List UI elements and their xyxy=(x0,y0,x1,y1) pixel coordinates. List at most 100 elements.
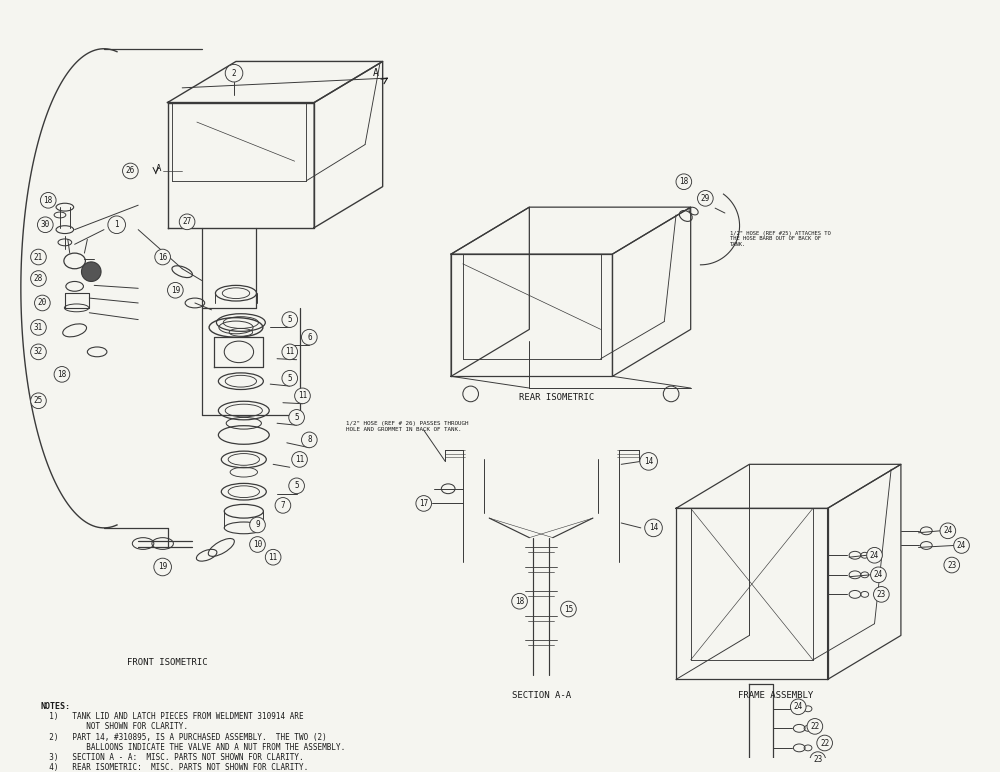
Circle shape xyxy=(123,163,138,179)
Text: NOT SHOWN FOR CLARITY.: NOT SHOWN FOR CLARITY. xyxy=(40,723,188,731)
Text: 18: 18 xyxy=(515,597,524,606)
Text: 11: 11 xyxy=(295,455,304,464)
Circle shape xyxy=(179,214,195,229)
Text: 17: 17 xyxy=(419,499,428,508)
Circle shape xyxy=(31,271,46,286)
Text: 18: 18 xyxy=(57,370,67,379)
Text: 11: 11 xyxy=(298,391,307,401)
Circle shape xyxy=(817,735,832,751)
Circle shape xyxy=(40,192,56,208)
Text: 24: 24 xyxy=(794,703,803,711)
Text: FRONT ISOMETRIC: FRONT ISOMETRIC xyxy=(127,659,208,667)
Circle shape xyxy=(282,312,298,327)
Text: 23: 23 xyxy=(813,755,822,764)
Text: 4)   REAR ISOMETRIC:  MISC. PARTS NOT SHOWN FOR CLARITY.: 4) REAR ISOMETRIC: MISC. PARTS NOT SHOWN… xyxy=(40,764,309,772)
Circle shape xyxy=(874,587,889,602)
Text: 22: 22 xyxy=(810,722,819,731)
Text: 20: 20 xyxy=(38,299,47,307)
Text: 30: 30 xyxy=(41,220,50,229)
Text: A: A xyxy=(156,164,161,172)
Circle shape xyxy=(265,550,281,565)
Circle shape xyxy=(282,371,298,386)
Circle shape xyxy=(645,519,662,537)
Circle shape xyxy=(867,547,882,563)
Text: 23: 23 xyxy=(947,560,956,570)
Circle shape xyxy=(54,367,70,382)
Circle shape xyxy=(416,496,432,511)
Circle shape xyxy=(512,594,527,609)
Text: 9: 9 xyxy=(255,520,260,530)
Text: 22: 22 xyxy=(820,739,829,747)
Text: 2)   PART 14, #310895, IS A PURCHASED ASSEMBLY.  THE TWO (2): 2) PART 14, #310895, IS A PURCHASED ASSE… xyxy=(40,733,327,742)
Text: 24: 24 xyxy=(943,527,952,535)
Text: FRAME ASSEMBLY: FRAME ASSEMBLY xyxy=(738,691,813,699)
Text: 1/2" HOSE (REF #25) ATTACHES TO
THE HOSE BARB OUT OF BACK OF
TANK.: 1/2" HOSE (REF #25) ATTACHES TO THE HOSE… xyxy=(730,231,831,247)
Circle shape xyxy=(155,249,170,265)
Text: 5: 5 xyxy=(294,481,299,490)
Text: 18: 18 xyxy=(679,178,688,186)
Circle shape xyxy=(275,498,291,513)
Circle shape xyxy=(790,699,806,715)
Text: 10: 10 xyxy=(253,540,262,549)
Circle shape xyxy=(108,216,125,234)
Circle shape xyxy=(295,388,310,404)
Circle shape xyxy=(954,537,969,554)
Text: 29: 29 xyxy=(701,194,710,203)
Circle shape xyxy=(940,523,956,539)
Text: 25: 25 xyxy=(34,396,43,405)
Circle shape xyxy=(944,557,960,573)
Text: 16: 16 xyxy=(158,252,167,262)
Circle shape xyxy=(168,283,183,298)
Circle shape xyxy=(640,452,657,470)
Circle shape xyxy=(282,344,298,360)
Text: 5: 5 xyxy=(287,315,292,324)
Text: 28: 28 xyxy=(34,274,43,283)
Text: 15: 15 xyxy=(564,604,573,614)
Circle shape xyxy=(807,719,823,734)
Text: 31: 31 xyxy=(34,323,43,332)
Text: 24: 24 xyxy=(870,550,879,560)
Circle shape xyxy=(154,558,171,576)
Circle shape xyxy=(289,410,304,425)
Text: BALLOONS INDICATE THE VALVE AND A NUT FROM THE ASSEMBLY.: BALLOONS INDICATE THE VALVE AND A NUT FR… xyxy=(40,743,346,752)
Text: 11: 11 xyxy=(269,553,278,562)
Circle shape xyxy=(871,567,886,583)
Text: 2: 2 xyxy=(232,69,236,78)
Text: 14: 14 xyxy=(644,457,653,466)
Text: 26: 26 xyxy=(126,167,135,175)
Text: 23: 23 xyxy=(877,590,886,599)
Text: 32: 32 xyxy=(34,347,43,357)
Text: REAR ISOMETRIC: REAR ISOMETRIC xyxy=(519,393,594,402)
Circle shape xyxy=(676,174,692,190)
Circle shape xyxy=(31,320,46,335)
Circle shape xyxy=(225,64,243,82)
Circle shape xyxy=(250,517,265,533)
Circle shape xyxy=(810,752,826,767)
Text: 7: 7 xyxy=(281,501,285,510)
Circle shape xyxy=(301,432,317,448)
Text: 18: 18 xyxy=(44,196,53,205)
Circle shape xyxy=(81,262,101,282)
Text: 11: 11 xyxy=(285,347,294,357)
Text: 19: 19 xyxy=(171,286,180,295)
Text: 5: 5 xyxy=(294,413,299,422)
Circle shape xyxy=(37,217,53,232)
Text: 1: 1 xyxy=(114,220,119,229)
Text: A: A xyxy=(373,68,379,78)
Text: NOTES:: NOTES: xyxy=(40,702,70,711)
Circle shape xyxy=(31,249,46,265)
Text: 3)   SECTION A - A:  MISC. PARTS NOT SHOWN FOR CLARITY.: 3) SECTION A - A: MISC. PARTS NOT SHOWN … xyxy=(40,753,304,762)
Text: 1)   TANK LID AND LATCH PIECES FROM WELDMENT 310914 ARE: 1) TANK LID AND LATCH PIECES FROM WELDME… xyxy=(40,712,304,721)
Text: 27: 27 xyxy=(182,217,192,226)
Text: 24: 24 xyxy=(874,571,883,579)
Text: 19: 19 xyxy=(158,563,167,571)
Circle shape xyxy=(561,601,576,617)
Text: 8: 8 xyxy=(307,435,312,445)
Circle shape xyxy=(31,393,46,408)
Circle shape xyxy=(301,330,317,345)
Circle shape xyxy=(289,478,304,493)
Circle shape xyxy=(250,537,265,552)
Circle shape xyxy=(292,452,307,467)
Text: 24: 24 xyxy=(957,541,966,550)
Text: 6: 6 xyxy=(307,333,312,342)
